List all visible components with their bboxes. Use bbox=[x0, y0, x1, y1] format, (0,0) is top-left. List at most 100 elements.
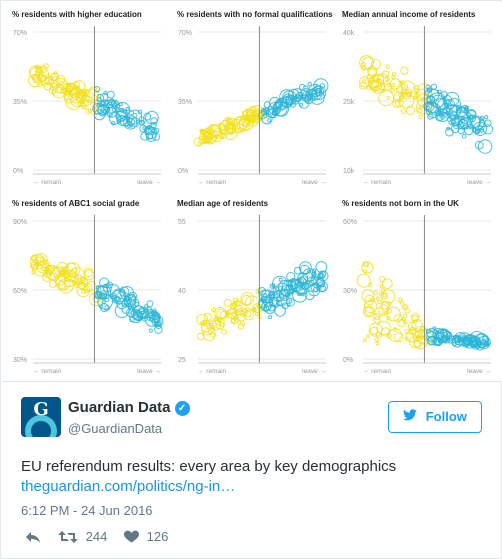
leave-point bbox=[436, 107, 441, 112]
leave-point bbox=[261, 113, 273, 125]
leave-axis-label: leave → bbox=[467, 368, 491, 375]
leave-point bbox=[427, 113, 434, 120]
remain-axis-label: ← remain bbox=[363, 179, 392, 186]
leave-point bbox=[301, 93, 307, 98]
remain-point bbox=[204, 135, 212, 143]
remain-point bbox=[82, 104, 88, 110]
leave-point bbox=[106, 281, 114, 289]
like-button[interactable]: 126 bbox=[124, 529, 168, 544]
remain-point bbox=[418, 114, 423, 120]
leave-point bbox=[304, 290, 315, 301]
leave-point bbox=[146, 300, 154, 308]
retweet-button[interactable]: 244 bbox=[58, 529, 107, 544]
verified-badge-icon: ✓ bbox=[174, 401, 190, 416]
account-name[interactable]: Guardian Data ✓ bbox=[68, 399, 190, 416]
leave-point bbox=[277, 279, 294, 296]
remain-axis-label: ← remain bbox=[198, 368, 227, 375]
y-tick-label: 25k bbox=[343, 99, 355, 106]
remain-point bbox=[410, 312, 420, 322]
leave-point bbox=[466, 114, 481, 129]
leave-point bbox=[307, 81, 312, 87]
remain-point bbox=[239, 320, 246, 326]
remain-point bbox=[378, 304, 390, 316]
leave-point bbox=[152, 132, 160, 141]
tweet-link[interactable]: theguardian.com/politics/ng-in… bbox=[21, 478, 236, 495]
leave-point bbox=[471, 340, 477, 346]
remain-point bbox=[203, 319, 211, 327]
remain-point bbox=[77, 102, 83, 108]
leave-axis-label: leave → bbox=[302, 179, 326, 186]
leave-point bbox=[148, 328, 153, 333]
remain-point bbox=[386, 316, 391, 321]
leave-point bbox=[447, 98, 462, 112]
leave-point bbox=[476, 341, 482, 346]
leave-point bbox=[153, 127, 160, 134]
tweet-timestamp[interactable]: 6:12 PM - 24 Jun 2016 bbox=[21, 503, 153, 518]
remain-point bbox=[413, 95, 418, 100]
remain-point bbox=[44, 77, 53, 85]
follow-button[interactable]: Follow bbox=[388, 401, 482, 433]
remain-point bbox=[237, 322, 245, 330]
remain-point bbox=[40, 259, 49, 269]
remain-point bbox=[256, 303, 261, 308]
account-name-label: Guardian Data bbox=[68, 399, 171, 416]
leave-point bbox=[427, 88, 440, 101]
remain-point bbox=[373, 290, 378, 296]
remain-point bbox=[34, 256, 45, 266]
remain-point bbox=[252, 308, 257, 313]
leave-point bbox=[469, 335, 482, 348]
leave-point bbox=[127, 305, 133, 311]
remain-point bbox=[66, 83, 79, 95]
leave-point bbox=[275, 282, 290, 298]
y-tick-label: 90% bbox=[13, 219, 27, 226]
leave-point bbox=[447, 332, 452, 337]
leave-point bbox=[483, 124, 494, 135]
remain-axis-label: ← remain bbox=[33, 179, 62, 186]
leave-point bbox=[471, 116, 485, 130]
remain-point bbox=[381, 70, 390, 78]
tweet-image[interactable]: % residents with higher education 70% 35% 0… bbox=[2, 2, 502, 382]
y-tick-label: 0% bbox=[13, 168, 23, 175]
leave-point bbox=[425, 328, 431, 334]
remain-point bbox=[376, 320, 391, 336]
leave-point bbox=[112, 288, 127, 303]
account-handle[interactable]: @GuardianData bbox=[68, 421, 163, 436]
leave-point bbox=[263, 101, 271, 109]
remain-point bbox=[63, 286, 68, 291]
remain-point bbox=[59, 80, 64, 85]
leave-point bbox=[108, 103, 113, 109]
leave-point bbox=[288, 88, 300, 101]
remain-point bbox=[83, 283, 93, 292]
remain-point bbox=[411, 319, 423, 331]
remain-point bbox=[377, 299, 382, 305]
remain-point bbox=[31, 263, 39, 271]
remain-point bbox=[201, 129, 207, 135]
remain-point bbox=[397, 98, 402, 103]
leave-axis-label: leave → bbox=[467, 179, 491, 186]
leave-point bbox=[287, 95, 294, 101]
remain-point bbox=[401, 304, 407, 311]
y-tick-label: 30% bbox=[13, 357, 27, 364]
leave-point bbox=[136, 314, 142, 319]
reply-button[interactable] bbox=[25, 529, 41, 544]
leave-point bbox=[278, 277, 283, 282]
retweet-icon bbox=[58, 531, 78, 543]
remain-point bbox=[49, 82, 58, 91]
tweet-header: G Guardian Data ✓ @GuardianData Follow bbox=[21, 397, 491, 443]
remain-point bbox=[215, 320, 225, 330]
chart-panel: % residents with higher education 70% 35% 0… bbox=[3, 4, 169, 190]
remain-point bbox=[60, 269, 66, 275]
chart-panel: % residents not born in the UK 60% 30% 0% ← … bbox=[333, 193, 499, 379]
leave-point bbox=[449, 111, 459, 121]
remain-point bbox=[385, 64, 390, 69]
avatar[interactable]: G bbox=[21, 397, 61, 437]
remain-point bbox=[199, 128, 204, 133]
leave-point bbox=[150, 117, 158, 125]
leave-point bbox=[268, 315, 273, 320]
remain-point bbox=[366, 334, 371, 339]
remain-point bbox=[390, 88, 395, 93]
remain-point bbox=[381, 88, 385, 93]
leave-point bbox=[445, 91, 460, 107]
remain-point bbox=[375, 341, 380, 346]
